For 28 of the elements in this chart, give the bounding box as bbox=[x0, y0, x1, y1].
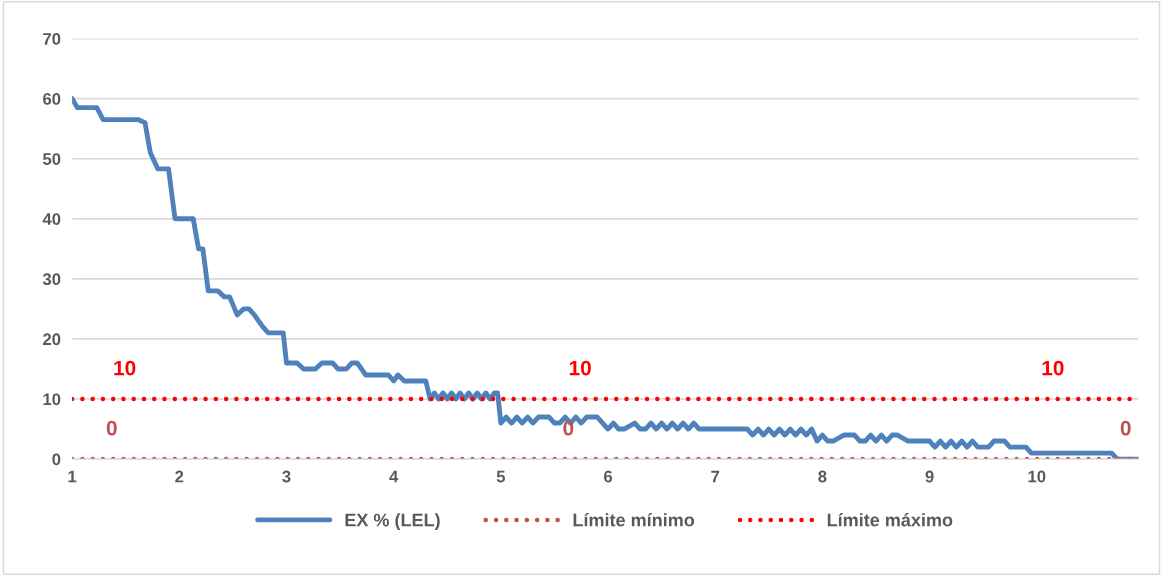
y-tick-label: 20 bbox=[43, 333, 61, 346]
y-tick-label: 10 bbox=[43, 393, 61, 406]
x-tick-label: 5 bbox=[496, 470, 506, 483]
x-tick-label: 1 bbox=[68, 470, 77, 483]
x-tick-label: 3 bbox=[282, 470, 291, 483]
legend-label: Límite mínimo bbox=[573, 513, 695, 527]
x-tick-label: 2 bbox=[175, 470, 184, 483]
annotation: 0 bbox=[106, 420, 117, 436]
x-tick-label: 6 bbox=[604, 470, 613, 483]
annotation: 10 bbox=[1042, 360, 1064, 376]
x-tick-label: 8 bbox=[818, 470, 827, 483]
y-tick-label: 40 bbox=[42, 213, 61, 225]
annotation: 10 bbox=[569, 360, 591, 376]
y-tick-label: 60 bbox=[43, 93, 61, 105]
y-tick-label: 30 bbox=[42, 273, 61, 286]
annotation: 10 bbox=[114, 360, 136, 376]
annotation: 0 bbox=[1120, 420, 1131, 436]
annotation: 0 bbox=[563, 420, 574, 436]
x-tick-label: 10 bbox=[1028, 470, 1046, 483]
y-tick-label: 50 bbox=[42, 153, 61, 165]
x-tick-label: 9 bbox=[925, 470, 934, 483]
legend-label: EX % (LEL) bbox=[345, 513, 440, 530]
x-tick-label: 4 bbox=[389, 470, 399, 483]
line-series bbox=[72, 96, 1139, 460]
y-tick-label: 0 bbox=[52, 453, 61, 466]
legend-label: Límite máximo bbox=[827, 513, 953, 527]
x-tick-label: 7 bbox=[711, 470, 720, 483]
y-tick-label: 70 bbox=[43, 32, 61, 45]
